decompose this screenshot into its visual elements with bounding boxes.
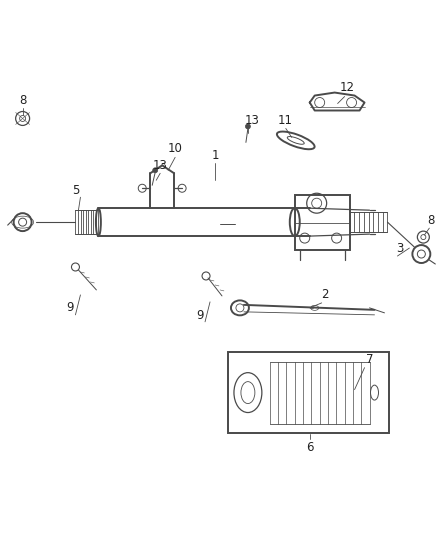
Text: 13: 13 [244,114,259,127]
Bar [228,352,389,433]
Text: 13: 13 [153,159,168,172]
Text: 12: 12 [340,81,355,94]
Text: 5: 5 [72,184,79,197]
Text: 1: 1 [211,149,219,162]
Bar [295,195,350,250]
Text: 3: 3 [396,241,403,255]
Text: 9: 9 [67,301,74,314]
Text: 6: 6 [306,441,314,454]
Text: 7: 7 [366,353,373,366]
Ellipse shape [245,124,251,129]
Text: 11: 11 [277,114,292,127]
Text: 8: 8 [19,94,26,107]
Text: 10: 10 [168,142,183,155]
Text: 2: 2 [321,288,328,301]
Text: 9: 9 [196,309,204,322]
Ellipse shape [153,168,158,173]
Text: 8: 8 [427,214,435,227]
